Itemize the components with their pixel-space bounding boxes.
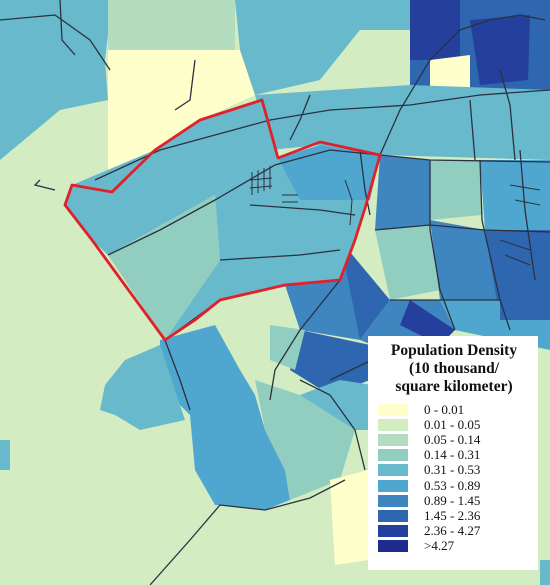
legend-swatch <box>378 494 408 507</box>
legend-class-row: 0.05 - 0.14 <box>378 432 530 447</box>
zone-boundary-northeast <box>278 145 380 200</box>
zone-east-a <box>375 155 430 230</box>
map-legend: Population Density (10 thousand/ square … <box>368 336 538 570</box>
legend-swatch <box>378 433 408 446</box>
zone-east-c <box>480 160 550 230</box>
legend-swatch <box>378 525 408 538</box>
zone-east-dark <box>400 300 455 345</box>
legend-class-row: 2.36 - 4.27 <box>378 523 530 539</box>
zone-south-pale <box>330 470 368 565</box>
legend-swatch <box>378 479 408 492</box>
legend-range-label: >4.27 <box>424 538 455 554</box>
legend-range-label: 0.05 - 0.14 <box>424 431 481 447</box>
zone-east-f <box>485 230 550 320</box>
legend-swatch <box>378 509 408 522</box>
zone-west-edge <box>0 440 10 470</box>
legend-swatch <box>378 403 408 416</box>
zone-east-b <box>430 160 482 220</box>
legend-class-row: 1.45 - 2.36 <box>378 508 530 523</box>
zone-central-north <box>255 85 550 160</box>
zone-southeast-edge <box>540 560 550 585</box>
legend-title-line: (10 thousand/ <box>408 360 500 377</box>
legend-title: Population Density (10 thousand/ square … <box>378 342 530 396</box>
legend-swatch <box>378 418 408 431</box>
zone-boundary-southwest <box>108 195 220 340</box>
legend-class-row: >4.27 <box>378 538 530 554</box>
local-streets <box>249 166 541 266</box>
legend-range-label: 0.14 - 0.31 <box>424 447 481 463</box>
legend-range-label: 0.53 - 0.89 <box>424 477 481 493</box>
legend-class-list: 0 - 0.01 0.01 - 0.05 0.05 - 0.14 0.14 - 0.3… <box>378 402 530 554</box>
legend-class-row: 0.89 - 1.45 <box>378 493 530 508</box>
legend-swatch <box>378 449 408 462</box>
legend-title-line: Population Density <box>390 342 518 359</box>
legend-range-label: 2.36 - 4.27 <box>424 523 481 539</box>
zone-boundary-northwest <box>65 100 278 255</box>
zone-north-light <box>320 30 410 85</box>
zone-northwest <box>0 0 108 160</box>
legend-range-label: 1.45 - 2.36 <box>424 507 481 523</box>
zone-north-green <box>108 0 235 50</box>
zone-center-deep <box>290 330 370 395</box>
legend-swatch <box>378 464 408 477</box>
legend-range-label: 0.89 - 1.45 <box>424 492 481 508</box>
legend-title-line: square kilometer) <box>395 378 513 395</box>
zone-east-e <box>430 220 500 300</box>
study-area-boundary <box>63 98 382 342</box>
zone-north-teal <box>235 0 410 95</box>
zone-northeast-dark1 <box>410 0 460 60</box>
zone-south-west <box>100 345 185 430</box>
legend-class-row: 0 - 0.01 <box>378 402 530 417</box>
zone-south-teal <box>300 380 372 430</box>
legend-range-label: 0 - 0.01 <box>424 401 465 417</box>
legend-class-row: 0.01 - 0.05 <box>378 417 530 432</box>
legend-swatch <box>378 540 408 553</box>
legend-class-row: 0.31 - 0.53 <box>378 462 530 478</box>
legend-range-label: 0.31 - 0.53 <box>424 462 481 478</box>
legend-class-row: 0.53 - 0.89 <box>378 478 530 493</box>
legend-range-label: 0.01 - 0.05 <box>424 416 481 432</box>
zone-northeast-dark2 <box>470 15 530 85</box>
zone-south-central <box>160 325 290 510</box>
zone-east-d <box>375 225 440 300</box>
legend-class-row: 0.14 - 0.31 <box>378 447 530 463</box>
